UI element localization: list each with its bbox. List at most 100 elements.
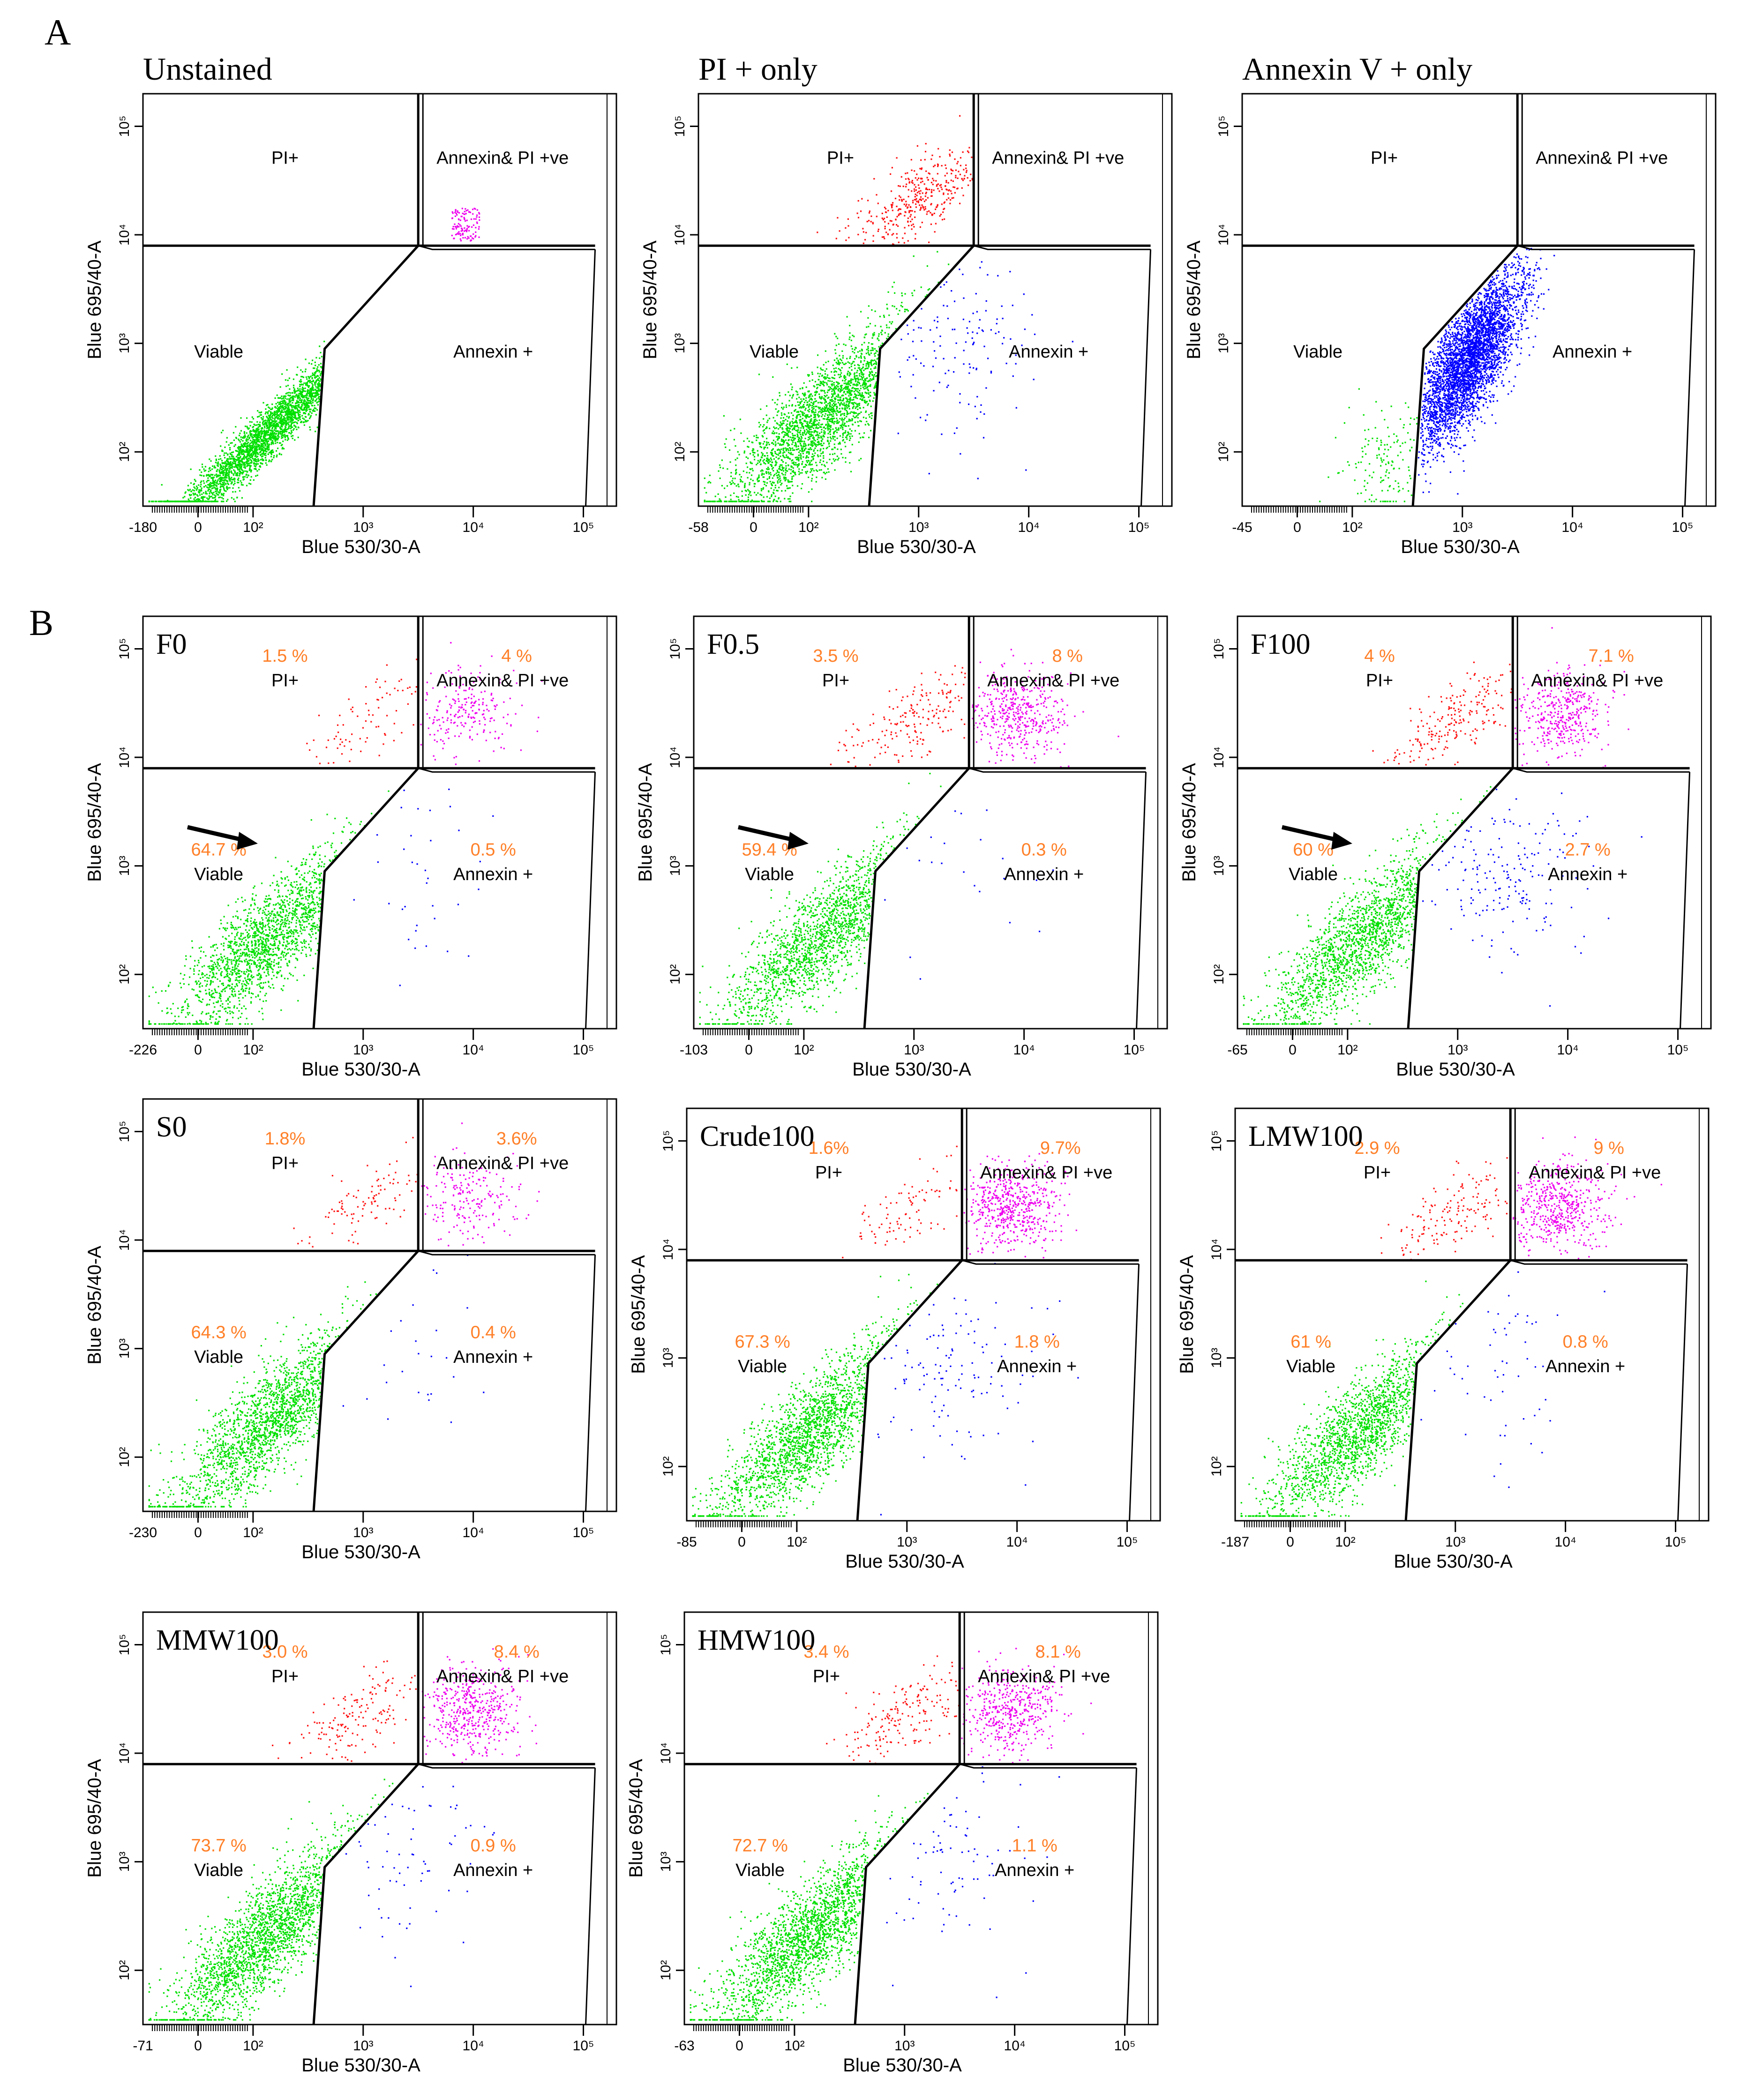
double-positive-dot [472, 213, 474, 215]
viable-dot [810, 464, 811, 466]
viable-dot [247, 442, 248, 444]
viable-dot [800, 457, 802, 459]
viable-dot [845, 461, 847, 463]
viable-dot [872, 359, 874, 362]
viable-dot [819, 384, 821, 386]
viable-dot [753, 452, 755, 454]
viable-dot [847, 411, 848, 413]
viable-dot [844, 422, 846, 424]
viable-dot [838, 427, 840, 429]
viable-dot [208, 498, 210, 500]
viable-dot [755, 494, 758, 496]
viable-dot [725, 501, 727, 502]
viable-dot [213, 497, 215, 499]
viable-dot [831, 398, 833, 401]
viable-dot [796, 416, 798, 418]
viable-dot [904, 308, 906, 310]
viable-dot [802, 411, 804, 413]
viable-dot [821, 382, 823, 384]
viable-dot [219, 463, 221, 465]
viable-dot [827, 360, 829, 362]
viable-dot [286, 409, 288, 411]
viable-dot [792, 441, 794, 443]
viable-dot [747, 489, 749, 491]
viable-dot [761, 456, 763, 458]
viable-dot [826, 462, 828, 463]
viable-dot [310, 381, 312, 383]
viable-dot [808, 476, 810, 478]
viable-dot [863, 396, 865, 398]
viable-dot [225, 475, 227, 477]
viable-dot [281, 411, 283, 413]
viable-dot [798, 396, 800, 398]
viable-dot [257, 460, 259, 462]
viable-dot [225, 479, 226, 481]
viable-dot [268, 418, 270, 419]
viable-dot [218, 497, 220, 499]
viable-dot [848, 420, 850, 422]
viable-dot [850, 363, 852, 365]
viable-dot [177, 501, 179, 502]
viable-dot [783, 440, 785, 441]
viable-dot [777, 399, 779, 401]
viable-dot [781, 469, 783, 471]
viable-dot [835, 396, 837, 397]
viable-dot [319, 374, 322, 376]
viable-dot [768, 443, 770, 446]
viable-dot [283, 411, 285, 413]
viable-dot [801, 437, 803, 439]
viable-dot [873, 387, 875, 389]
viable-dot [820, 412, 822, 414]
viable-dot [262, 452, 264, 454]
viable-dot [750, 453, 751, 455]
viable-dot [312, 398, 314, 400]
viable-dot [719, 464, 721, 466]
viable-dot [234, 470, 236, 472]
viable-dot [772, 443, 774, 445]
viable-dot [208, 484, 210, 486]
viable-dot [759, 493, 761, 495]
viable-dot [288, 409, 290, 411]
viable-dot [813, 430, 815, 432]
viable-dot [232, 463, 233, 465]
viable-dot [840, 413, 842, 415]
viable-dot [275, 442, 277, 444]
viable-dot [872, 335, 874, 336]
viable-dot [214, 481, 216, 483]
viable-dot [787, 434, 789, 436]
viable-dot [839, 435, 841, 437]
viable-dot [231, 454, 233, 456]
viable-dot [212, 485, 214, 487]
viable-dot [791, 462, 793, 464]
viable-dot [292, 395, 293, 397]
viable-dot [813, 450, 815, 452]
viable-dot [874, 359, 876, 361]
viable-dot [242, 446, 244, 448]
viable-dot [808, 374, 810, 376]
viable-dot [230, 483, 232, 485]
viable-dot [772, 467, 774, 469]
viable-dot [820, 424, 822, 426]
viable-dot [796, 366, 798, 368]
viable-dot [282, 447, 284, 448]
viable-dot [851, 369, 853, 371]
viable-dot [240, 467, 242, 469]
viable-dot [837, 394, 839, 396]
viable-dot [194, 497, 196, 499]
viable-dot [268, 429, 270, 431]
viable-dot [836, 429, 838, 431]
viable-dot [769, 501, 771, 502]
double-positive-dot [478, 228, 480, 230]
viable-dot [222, 483, 224, 485]
viable-dot [262, 420, 264, 422]
viable-dot [851, 444, 853, 446]
viable-dot [774, 495, 776, 497]
viable-dot [212, 478, 214, 480]
viable-dot [835, 403, 837, 405]
viable-dot [860, 385, 862, 387]
viable-dot [307, 403, 308, 405]
viable-dot [855, 417, 857, 419]
viable-dot [835, 427, 837, 429]
viable-dot [792, 436, 794, 439]
viable-dot [742, 470, 744, 472]
